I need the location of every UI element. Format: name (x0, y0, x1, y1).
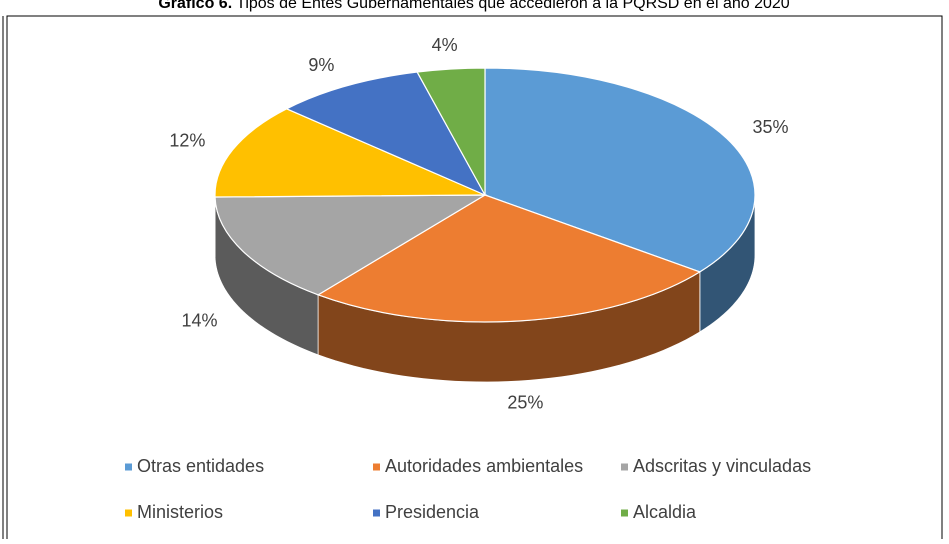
data-label: 35% (752, 117, 788, 137)
data-label: 4% (432, 35, 458, 55)
legend-swatch (621, 510, 628, 517)
legend-label: Autoridades ambientales (385, 456, 583, 476)
legend-label: Adscritas y vinculadas (633, 456, 811, 476)
data-label: 14% (182, 310, 218, 330)
legend-swatch (125, 510, 132, 517)
title-label: Gráfico 6. (158, 0, 232, 12)
legend-label: Otras entidades (137, 456, 264, 476)
legend-label: Alcaldia (633, 502, 697, 522)
data-label: 9% (308, 55, 334, 75)
legend-swatch (373, 510, 380, 517)
legend-label: Presidencia (385, 502, 480, 522)
title-text: Tipos de Entes Gubernamentales que acced… (236, 0, 790, 12)
data-label: 12% (169, 130, 205, 150)
data-label: 25% (507, 392, 543, 412)
legend-swatch (621, 464, 628, 471)
legend-swatch (125, 464, 132, 471)
chart-title: Gráfico 6. Tipos de Entes Gubernamentales… (158, 0, 789, 12)
legend-swatch (373, 464, 380, 471)
legend-label: Ministerios (137, 502, 223, 522)
